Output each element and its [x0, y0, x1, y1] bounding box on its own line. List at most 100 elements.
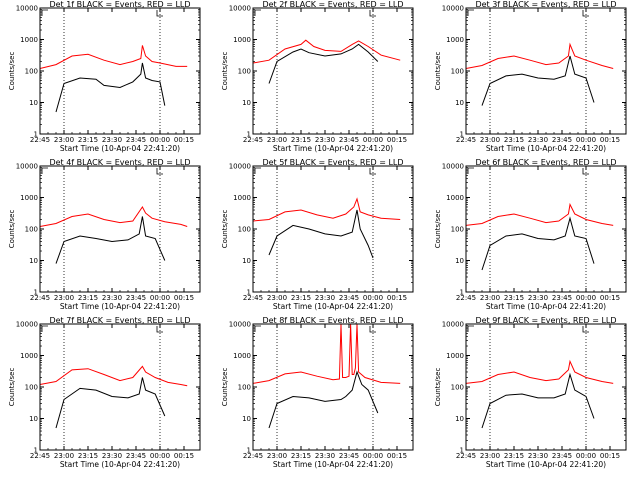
x-tick-label: 00:00	[576, 294, 596, 302]
y-axis-label: Counts/sec	[8, 210, 16, 249]
plot-frame	[465, 165, 627, 293]
y-tick-label: 10	[242, 415, 251, 423]
x-axis-label: Start Time (10-Apr-04 22:41:20)	[60, 144, 180, 153]
y-axis-label: Counts/sec	[221, 368, 229, 407]
x-tick-label: 00:15	[387, 452, 407, 460]
panel-title: Det 7f BLACK = Events, RED = LLD	[49, 316, 190, 325]
x-tick-label: 23:30	[315, 452, 335, 460]
series-lld	[465, 42, 614, 69]
y-tick-label: 10000	[16, 163, 38, 171]
y-axis-label: Counts/sec	[434, 368, 442, 407]
y-tick-label: 1	[34, 447, 38, 455]
y-tick-label: 1000	[233, 194, 251, 202]
y-tick-label: 100	[25, 68, 38, 76]
x-tick-label: 23:00	[480, 136, 500, 144]
y-tick-label: 10000	[229, 321, 251, 329]
x-tick-label: 23:00	[267, 136, 287, 144]
x-tick-label: 23:15	[504, 452, 524, 460]
x-axis-label: Start Time (10-Apr-04 22:41:20)	[486, 302, 606, 311]
corner-mark-left	[41, 167, 48, 174]
corner-mark-right	[156, 168, 163, 175]
y-tick-label: 1	[247, 289, 251, 297]
plot-frame	[465, 323, 627, 451]
x-tick-label: 00:15	[600, 294, 620, 302]
x-axis-label: Start Time (10-Apr-04 22:41:20)	[273, 460, 393, 469]
series-lld	[252, 323, 401, 384]
panel-1: Det 1f BLACK = Events, RED = LLD 1 10 100 10…	[8, 0, 201, 153]
series-events	[55, 377, 166, 429]
series-lld	[252, 197, 401, 222]
panel-9: Det 9f BLACK = Events, RED = LLD 1 10 100 10…	[434, 316, 627, 469]
x-tick-label: 23:00	[54, 452, 74, 460]
y-tick-label: 1000	[233, 36, 251, 44]
x-tick-label: 23:30	[102, 452, 122, 460]
x-tick-label: 22:45	[456, 136, 476, 144]
y-tick-label: 100	[238, 226, 251, 234]
y-tick-label: 1	[247, 447, 251, 455]
series-events	[55, 62, 166, 113]
corner-mark-right	[369, 326, 376, 333]
x-tick-label: 22:45	[30, 294, 50, 302]
x-tick-label: 00:00	[576, 452, 596, 460]
series-lld	[465, 202, 614, 226]
x-tick-label: 23:45	[552, 136, 572, 144]
x-axis-label: Start Time (10-Apr-04 22:41:20)	[273, 302, 393, 311]
x-tick-label: 00:00	[576, 136, 596, 144]
x-tick-label: 00:15	[387, 294, 407, 302]
y-tick-label: 10	[242, 99, 251, 107]
y-tick-label: 10000	[442, 321, 464, 329]
x-tick-label: 23:45	[126, 294, 146, 302]
y-tick-label: 10	[455, 99, 464, 107]
panel-title: Det 6f BLACK = Events, RED = LLD	[475, 158, 616, 167]
panel-title: Det 5f BLACK = Events, RED = LLD	[262, 158, 403, 167]
x-tick-label: 23:00	[54, 294, 74, 302]
corner-mark-left	[254, 9, 261, 16]
x-tick-label: 23:15	[78, 294, 98, 302]
y-tick-label: 10000	[16, 5, 38, 13]
y-tick-label: 100	[238, 68, 251, 76]
y-tick-label: 1	[34, 289, 38, 297]
x-tick-label: 00:00	[150, 136, 170, 144]
y-tick-label: 100	[238, 384, 251, 392]
x-tick-label: 23:00	[480, 294, 500, 302]
panel-2: Det 2f BLACK = Events, RED = LLD 1 10 100 10…	[221, 0, 414, 153]
y-tick-label: 100	[451, 226, 464, 234]
y-tick-label: 1	[460, 447, 464, 455]
panel-title: Det 3f BLACK = Events, RED = LLD	[475, 0, 616, 9]
x-axis-label: Start Time (10-Apr-04 22:41:20)	[60, 302, 180, 311]
panel-5: Det 5f BLACK = Events, RED = LLD 1 10 100 10…	[221, 158, 414, 311]
x-tick-label: 23:30	[528, 452, 548, 460]
x-tick-label: 23:00	[267, 452, 287, 460]
panel-4: Det 4f BLACK = Events, RED = LLD 1 10 100 10…	[8, 158, 201, 311]
panel-8: Det 8f BLACK = Events, RED = LLD 1 10 100 10…	[221, 316, 414, 469]
panel-3: Det 3f BLACK = Events, RED = LLD 1 10 100 10…	[434, 0, 627, 153]
x-tick-label: 22:45	[456, 294, 476, 302]
y-tick-label: 10000	[16, 321, 38, 329]
plot-frame	[252, 7, 414, 135]
series-events	[55, 216, 166, 264]
x-tick-label: 00:00	[363, 294, 383, 302]
x-tick-label: 22:45	[243, 452, 263, 460]
x-tick-label: 23:45	[339, 294, 359, 302]
series-events	[268, 209, 374, 259]
y-axis-label: Counts/sec	[434, 210, 442, 249]
y-tick-label: 10000	[229, 163, 251, 171]
corner-mark-right	[369, 168, 376, 175]
x-tick-label: 23:15	[291, 452, 311, 460]
x-tick-label: 00:00	[150, 452, 170, 460]
x-tick-label: 22:45	[243, 294, 263, 302]
y-tick-label: 1000	[446, 352, 464, 360]
y-tick-label: 1000	[20, 194, 38, 202]
y-tick-label: 10	[455, 257, 464, 265]
corner-mark-left	[254, 325, 261, 332]
corner-mark-right	[582, 326, 589, 333]
corner-mark-right	[369, 10, 376, 17]
series-lld	[252, 39, 401, 64]
series-events	[268, 370, 379, 429]
series-lld	[39, 45, 188, 69]
y-tick-label: 10	[29, 257, 38, 265]
plot-frame	[252, 323, 414, 451]
plot-frame	[252, 165, 414, 293]
x-tick-label: 23:45	[552, 294, 572, 302]
